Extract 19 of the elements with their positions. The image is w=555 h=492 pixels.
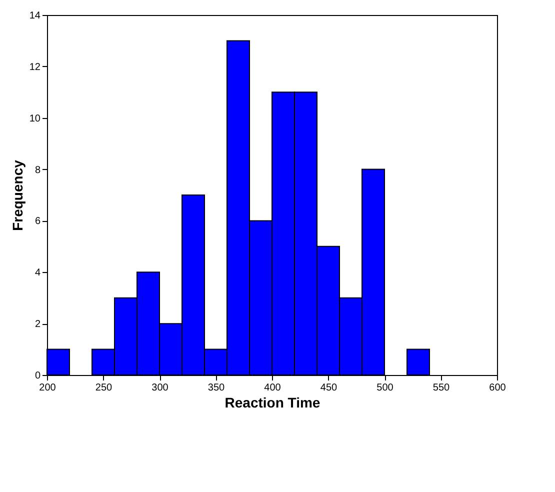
- y-tick-label: 0: [34, 370, 41, 382]
- x-tick-label: 550: [432, 382, 450, 394]
- x-tick-label: 400: [264, 382, 282, 394]
- x-tick-label: 450: [320, 382, 338, 394]
- x-axis-title: Reaction Time: [224, 394, 320, 410]
- x-tick-label: 500: [376, 382, 394, 394]
- y-tick-label: 4: [34, 268, 41, 279]
- y-tick-label: 6: [34, 216, 41, 228]
- y-tick-label: 2: [34, 319, 41, 330]
- y-tick-label: 10: [29, 113, 41, 124]
- x-tick-label: 300: [152, 382, 169, 394]
- x-tick-label: 200: [39, 382, 56, 394]
- x-tick-label: 600: [489, 382, 506, 394]
- x-tick-label: 250: [95, 382, 113, 394]
- y-axis-title: Frequency: [9, 160, 26, 231]
- y-tick-label: 8: [34, 164, 41, 176]
- x-tick-label: 350: [208, 382, 226, 394]
- y-tick-label: 12: [29, 62, 41, 73]
- y-tick-label: 14: [29, 10, 41, 22]
